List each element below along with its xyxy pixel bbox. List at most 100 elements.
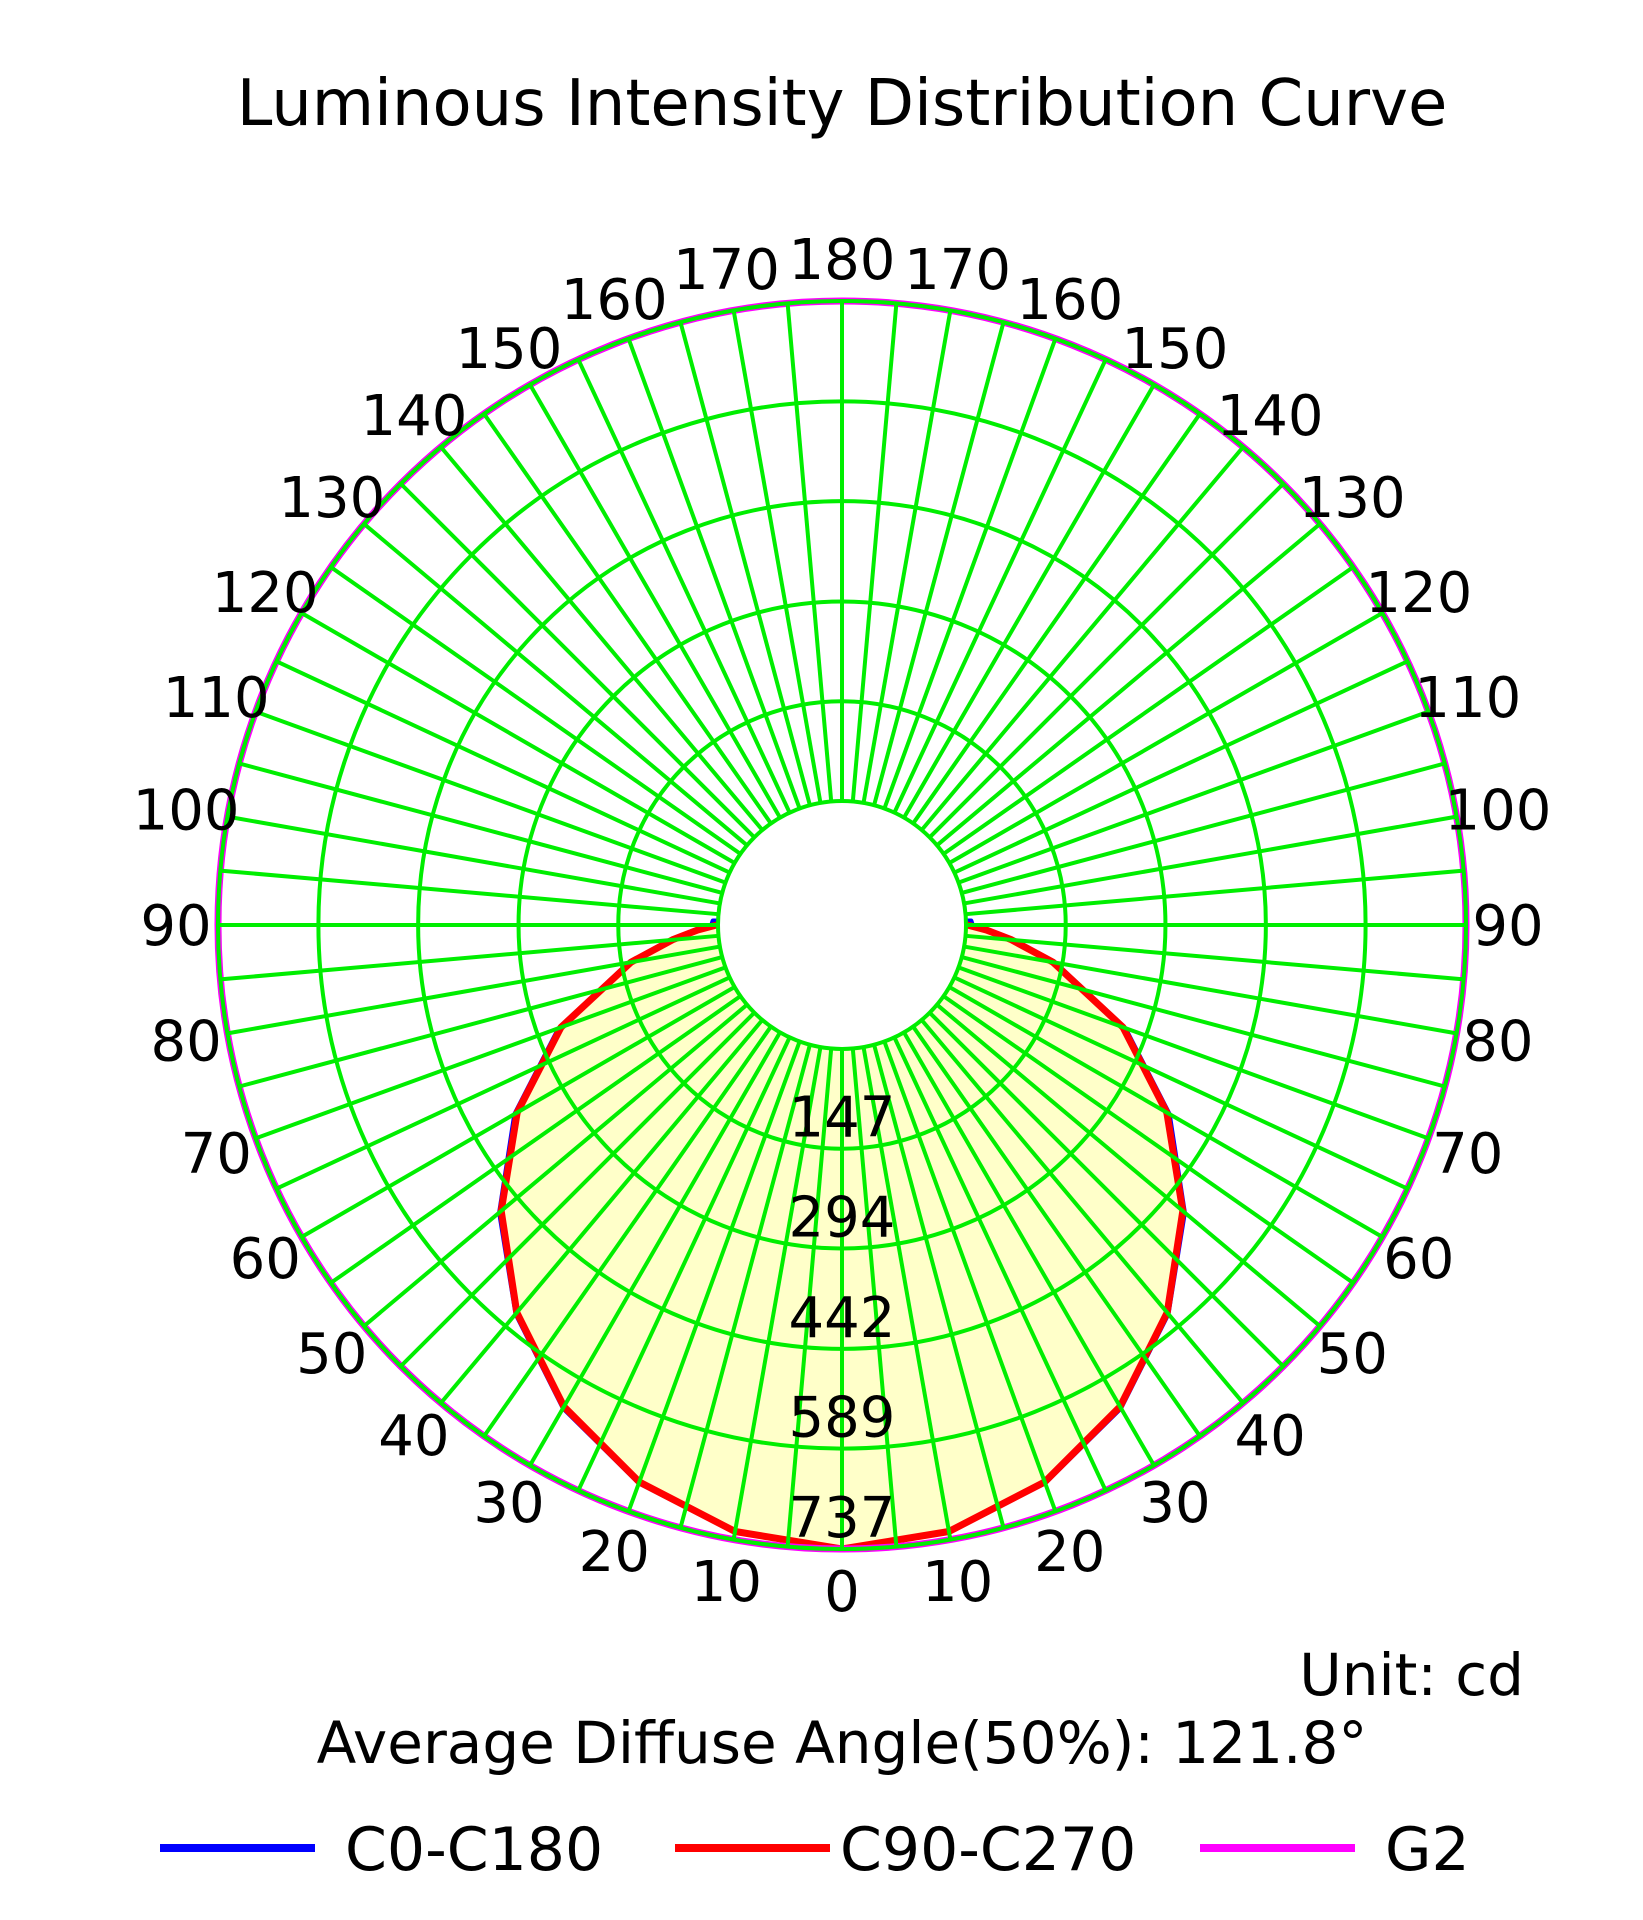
grid-spoke-l85 bbox=[220, 933, 719, 982]
grid-spoke-r25 bbox=[892, 1036, 1108, 1492]
angle-tick-label-l30: 30 bbox=[473, 1471, 544, 1536]
angle-tick-label-r40: 40 bbox=[1234, 1404, 1305, 1469]
angle-tick-label-r90: 90 bbox=[1472, 894, 1543, 959]
grid-spoke-r115 bbox=[953, 659, 1409, 875]
grid-spoke-l125 bbox=[329, 565, 742, 856]
grid-spoke-r40 bbox=[920, 1018, 1245, 1405]
grid-spoke-l45 bbox=[399, 1011, 756, 1368]
radial-tick-labels: 147 294 442 589 737 bbox=[789, 1086, 896, 1551]
angle-tick-label-r120: 120 bbox=[1365, 561, 1472, 626]
angle-tick-label-l40: 40 bbox=[378, 1404, 449, 1469]
grid-spoke-l105 bbox=[238, 761, 723, 895]
grid-spoke-l155 bbox=[576, 358, 792, 814]
angle-tick-label-r140: 140 bbox=[1217, 384, 1324, 449]
grid-spoke-r70 bbox=[957, 965, 1430, 1141]
grid-spoke-r20 bbox=[882, 1040, 1058, 1513]
angle-tick-label-l120: 120 bbox=[212, 561, 319, 626]
grid-spoke-r110 bbox=[957, 709, 1430, 885]
grid-spoke-l135 bbox=[399, 482, 756, 839]
grid-spoke-r170 bbox=[861, 310, 953, 804]
angle-tick-label-r50: 50 bbox=[1317, 1322, 1388, 1387]
angle-tick-label-l90: 90 bbox=[140, 894, 211, 959]
grid-spoke-r35 bbox=[911, 1025, 1202, 1438]
grid-spoke-l40 bbox=[439, 1018, 764, 1405]
grid-spoke-l110 bbox=[254, 709, 727, 885]
angle-tick-label-r100: 100 bbox=[1444, 778, 1551, 843]
angle-tick-label-l170: 170 bbox=[673, 238, 780, 303]
angle-tick-label-r20: 20 bbox=[1034, 1520, 1105, 1585]
grid-spoke-r80 bbox=[963, 944, 1457, 1036]
angle-tick-label-r150: 150 bbox=[1122, 317, 1229, 382]
grid-spoke-r60 bbox=[948, 985, 1384, 1239]
angle-tick-label-l110: 110 bbox=[163, 666, 270, 731]
angle-tick-label-l70: 70 bbox=[181, 1122, 252, 1187]
grid-spoke-l165 bbox=[678, 321, 812, 806]
grid-spoke-l95 bbox=[220, 868, 719, 917]
legend-label-c90-c270: C90-C270 bbox=[840, 1815, 1136, 1885]
grid-spoke-r55 bbox=[942, 994, 1355, 1285]
angle-tick-label-l50: 50 bbox=[296, 1322, 367, 1387]
grid-spoke-r100 bbox=[963, 814, 1457, 906]
grid-spoke-r10 bbox=[861, 1046, 953, 1540]
legend-label-g2: G2 bbox=[1385, 1815, 1470, 1885]
angle-tick-label-l20: 20 bbox=[579, 1520, 650, 1585]
angle-tick-labels: 0102030405060708090100110120130140150160… bbox=[133, 228, 1552, 1625]
grid-ring-442 bbox=[416, 499, 1268, 1351]
grid-spoke-r105 bbox=[961, 761, 1446, 895]
grid-spoke-l55 bbox=[329, 994, 742, 1285]
angle-tick-label-r10: 10 bbox=[922, 1550, 993, 1615]
grid-spoke-l160 bbox=[626, 337, 802, 810]
grid-spoke-r45 bbox=[928, 1011, 1285, 1368]
grid-spoke-l130 bbox=[362, 522, 749, 847]
grid-ring-589 bbox=[316, 399, 1368, 1451]
grid-spoke-r125 bbox=[942, 565, 1355, 856]
grid-spoke-l60 bbox=[300, 985, 736, 1239]
grid-spoke-r65 bbox=[953, 975, 1409, 1191]
grid-spoke-l50 bbox=[362, 1003, 749, 1328]
grid-spoke-l115 bbox=[275, 659, 731, 875]
grid-spoke-r95 bbox=[965, 868, 1464, 917]
grid-spoke-l175 bbox=[785, 303, 834, 802]
chart-title: Luminous Intensity Distribution Curve bbox=[237, 67, 1448, 141]
legend: C0-C180 C90-C270 G2 bbox=[160, 1815, 1470, 1885]
grid-spoke-l65 bbox=[275, 975, 731, 1191]
grid-spoke-l20 bbox=[626, 1040, 802, 1513]
grid-spoke-l140 bbox=[439, 445, 764, 832]
angle-tick-label-r60: 60 bbox=[1383, 1227, 1454, 1292]
radial-tick-label-737: 737 bbox=[789, 1486, 896, 1551]
grid-spoke-r30 bbox=[902, 1031, 1156, 1467]
angle-tick-label-l140: 140 bbox=[360, 384, 467, 449]
polar-grid bbox=[216, 299, 1468, 1551]
angle-tick-label-l150: 150 bbox=[456, 317, 563, 382]
grid-spoke-r150 bbox=[902, 383, 1156, 819]
grid-spoke-r120 bbox=[948, 611, 1384, 865]
grid-spoke-l30 bbox=[528, 1031, 782, 1467]
grid-spoke-r130 bbox=[935, 522, 1322, 847]
legend-label-c0-c180: C0-C180 bbox=[345, 1815, 603, 1885]
grid-spoke-r50 bbox=[935, 1003, 1322, 1328]
grid-spoke-l75 bbox=[238, 955, 723, 1089]
angle-tick-label-l130: 130 bbox=[278, 466, 385, 531]
radial-tick-label-442: 442 bbox=[789, 1286, 896, 1351]
grid-spoke-r160 bbox=[882, 337, 1058, 810]
angle-tick-label-r80: 80 bbox=[1462, 1010, 1533, 1075]
grid-spoke-l170 bbox=[731, 310, 823, 804]
grid-spoke-l10 bbox=[731, 1046, 823, 1540]
radial-tick-label-589: 589 bbox=[789, 1386, 896, 1451]
grid-spoke-l5 bbox=[785, 1048, 834, 1547]
grid-spoke-r155 bbox=[892, 358, 1108, 814]
radial-tick-label-147: 147 bbox=[789, 1086, 896, 1151]
angle-tick-label-l160: 160 bbox=[561, 268, 668, 333]
grid-ring-294 bbox=[516, 599, 1168, 1251]
grid-spoke-r85 bbox=[965, 933, 1464, 982]
grid-ring-737 bbox=[216, 299, 1468, 1551]
grid-spoke-l120 bbox=[300, 611, 736, 865]
grid-spoke-r145 bbox=[911, 412, 1202, 825]
angle-tick-label-l0: 0 bbox=[824, 1560, 860, 1625]
grid-spoke-l25 bbox=[576, 1036, 792, 1492]
unit-label: Unit: cd bbox=[1299, 1641, 1524, 1709]
angle-tick-label-l180: 180 bbox=[789, 228, 896, 293]
angle-tick-label-l60: 60 bbox=[230, 1227, 301, 1292]
angle-tick-label-r130: 130 bbox=[1299, 466, 1406, 531]
angle-tick-label-r70: 70 bbox=[1432, 1122, 1503, 1187]
